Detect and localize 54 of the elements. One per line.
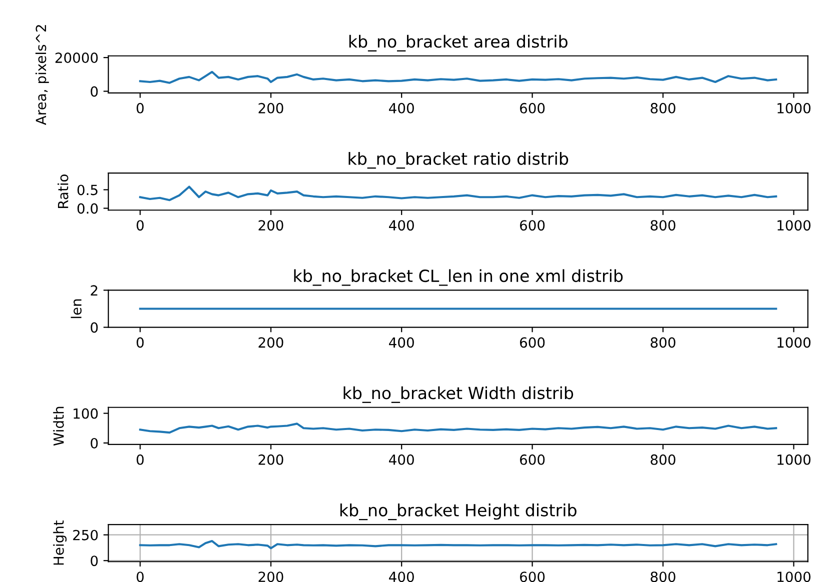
- x-tick-label: 800: [650, 454, 676, 465]
- y-axis-title: len: [70, 299, 82, 318]
- x-tick-label: 200: [258, 220, 284, 231]
- x-tick-label: 600: [520, 572, 545, 582]
- x-tick-label: 400: [389, 454, 414, 465]
- x-tick-label: 800: [650, 102, 676, 114]
- chart-title: kb_no_bracket area distrib: [349, 34, 568, 52]
- y-tick-label: 0.5: [77, 184, 98, 196]
- y-tick-label: 0.0: [77, 203, 98, 214]
- x-tick-label: 600: [520, 102, 545, 114]
- x-tick-label: 400: [389, 337, 414, 348]
- y-tick-label: 100: [74, 408, 98, 419]
- y-tick-label: 0: [90, 438, 98, 448]
- y-axis-title: Ratio: [58, 174, 68, 208]
- y-axis-title: Height: [53, 520, 67, 565]
- x-tick-label: 1000: [778, 572, 810, 582]
- chart-title: kb_no_bracket Width distrib: [344, 386, 574, 403]
- x-tick-label: 0: [136, 220, 144, 231]
- line-series: [139, 422, 778, 434]
- x-tick-label: 200: [258, 572, 284, 582]
- x-tick-label: 1000: [778, 337, 810, 348]
- chart-title: kb_no_bracket Height distrib: [340, 504, 576, 520]
- y-tick-label: 0: [90, 86, 98, 97]
- x-tick-label: 0: [136, 102, 144, 114]
- y-tick-label: 0: [90, 556, 98, 566]
- line-series: [139, 540, 778, 550]
- line-series: [139, 186, 778, 202]
- x-tick-label: 800: [650, 220, 676, 231]
- x-tick-label: 1000: [778, 454, 810, 465]
- y-axis-title: Width: [53, 406, 64, 446]
- x-tick-label: 0: [136, 454, 144, 465]
- chart-title: kb_no_bracket CL_len in one xml distrib: [294, 269, 623, 286]
- y-tick-label: 0: [90, 322, 98, 333]
- x-tick-label: 0: [136, 337, 144, 348]
- y-tick-label: 20000: [55, 52, 98, 64]
- x-tick-label: 600: [520, 220, 545, 231]
- x-tick-label: 400: [389, 220, 414, 231]
- y-tick-label: 2: [90, 285, 98, 296]
- x-tick-label: 400: [389, 102, 414, 114]
- x-tick-label: 200: [258, 454, 284, 465]
- line-series: [139, 70, 778, 84]
- x-tick-label: 800: [650, 337, 676, 348]
- x-tick-label: 400: [389, 572, 414, 582]
- x-tick-label: 200: [258, 337, 284, 348]
- x-tick-label: 800: [650, 572, 676, 582]
- y-axis-title: Area, pixels^2: [35, 25, 49, 125]
- x-tick-label: 1000: [778, 102, 810, 114]
- y-tick-label: 250: [73, 530, 98, 540]
- x-tick-label: 1000: [778, 220, 810, 231]
- x-tick-label: 600: [520, 337, 545, 348]
- x-tick-label: 200: [258, 102, 284, 114]
- chart-title: kb_no_bracket ratio distrib: [348, 152, 568, 169]
- x-tick-label: 600: [520, 454, 545, 465]
- x-tick-label: 0: [136, 572, 144, 582]
